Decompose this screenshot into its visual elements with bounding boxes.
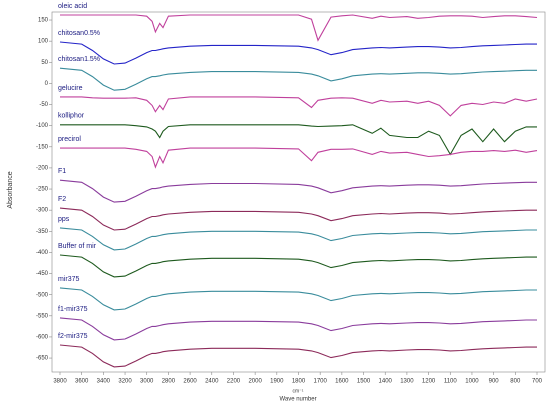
y-tick-label: -500 xyxy=(36,292,49,298)
series-label: chitosan1.5% xyxy=(58,56,100,63)
x-tick-label: 1800 xyxy=(292,379,306,385)
x-tick-label: 1400 xyxy=(379,379,393,385)
x-tick-label: 3000 xyxy=(140,379,154,385)
y-tick-label: 150 xyxy=(38,18,49,24)
x-tick-label: 1900 xyxy=(270,379,284,385)
x-unit: cm⁻¹ xyxy=(293,388,304,394)
spectrum-line xyxy=(60,14,538,42)
series-label: kolliphor xyxy=(58,113,85,120)
y-tick-label: 100 xyxy=(38,39,49,45)
x-tick-label: 2600 xyxy=(183,379,197,385)
spectrum-line xyxy=(59,254,537,278)
spectrum-line xyxy=(59,179,537,203)
series-label: chitosan0.5% xyxy=(58,30,100,37)
y-tick-label: -450 xyxy=(36,271,49,277)
spectrum-line xyxy=(59,227,537,251)
x-tick-label: 2400 xyxy=(205,379,219,385)
series-label: F2 xyxy=(58,196,66,203)
spectrum-line xyxy=(59,207,537,231)
x-tick-label: 3800 xyxy=(53,379,67,385)
spectrum-line xyxy=(59,287,537,311)
x-tick-label: 3600 xyxy=(75,379,89,385)
series-label: oleic acid xyxy=(58,3,87,10)
x-tick-label: 800 xyxy=(510,379,521,385)
x-tick-label: 2800 xyxy=(162,379,176,385)
y-tick-label: -600 xyxy=(36,335,49,341)
x-tick-label: 3400 xyxy=(97,379,111,385)
y-tick-label: -650 xyxy=(36,356,49,362)
y-tick-label: -300 xyxy=(36,208,49,214)
spectrum-line xyxy=(59,317,537,341)
series-label: f2-mir375 xyxy=(58,333,88,340)
series-label: F1 xyxy=(58,168,66,175)
x-tick-label: 1000 xyxy=(465,379,479,385)
x-tick-label: 1200 xyxy=(422,379,436,385)
spectrum-line xyxy=(59,41,537,65)
y-tick-label: -400 xyxy=(36,250,49,256)
x-axis-title: Wave number xyxy=(279,397,316,403)
x-tick-label: 1100 xyxy=(444,379,458,385)
y-tick-label: -250 xyxy=(36,187,49,193)
spectrum-line xyxy=(60,96,538,117)
series-label: precirol xyxy=(58,136,81,143)
y-tick-label: 50 xyxy=(41,60,48,66)
series-label: mir375 xyxy=(58,276,80,283)
y-tick-label: -150 xyxy=(36,144,49,150)
x-tick-label: 1500 xyxy=(357,379,371,385)
x-tick-label: 1300 xyxy=(400,379,414,385)
series-label: gelucire xyxy=(58,85,83,92)
y-tick-label: -200 xyxy=(36,165,49,171)
x-tick-label: 700 xyxy=(532,379,543,385)
spectrum-line xyxy=(59,67,537,91)
x-tick-label: 2000 xyxy=(248,379,262,385)
series-label: pps xyxy=(58,216,70,223)
y-tick-label: -350 xyxy=(36,229,49,235)
y-axis-title: Absorbance xyxy=(7,171,14,208)
y-tick-label: 0 xyxy=(45,81,49,87)
spectrum-line xyxy=(60,124,537,156)
x-tick-label: 2200 xyxy=(227,379,241,385)
y-tick-label: -100 xyxy=(36,123,49,129)
spectrum-line xyxy=(60,147,538,169)
x-tick-label: 900 xyxy=(489,379,500,385)
y-tick-label: -550 xyxy=(36,313,49,319)
x-tick-label: 1700 xyxy=(314,379,328,385)
series-label: f1-mir375 xyxy=(58,306,88,313)
x-tick-label: 3200 xyxy=(118,379,132,385)
y-tick-label: -50 xyxy=(39,102,48,108)
spectrum-line xyxy=(59,344,537,368)
series-label: Buffer of mir xyxy=(58,243,97,250)
x-tick-label: 1600 xyxy=(335,379,349,385)
plot-frame xyxy=(51,11,546,373)
